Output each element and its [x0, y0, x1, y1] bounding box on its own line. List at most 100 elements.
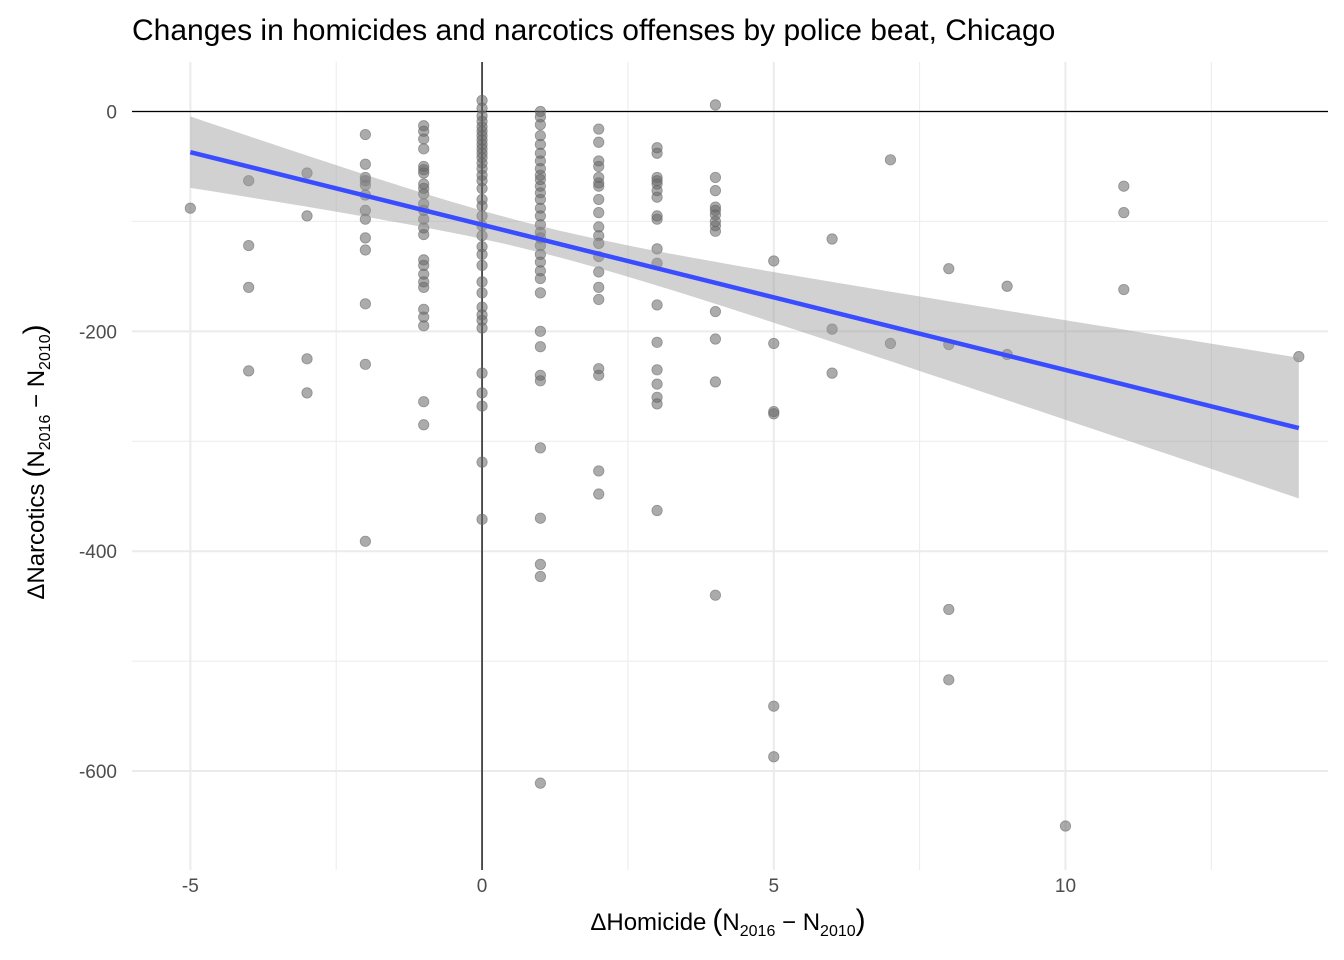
- data-point: [768, 751, 780, 763]
- data-point: [476, 182, 488, 195]
- data-point: [534, 119, 546, 131]
- data-point: [884, 154, 897, 166]
- x-tick-label: -5: [182, 876, 199, 897]
- data-point: [476, 367, 488, 379]
- y-tick-label: -600: [79, 762, 117, 783]
- data-point: [418, 396, 430, 408]
- data-point: [651, 378, 663, 390]
- data-point: [301, 167, 313, 179]
- data-point: [593, 281, 605, 293]
- data-point: [1293, 351, 1305, 363]
- data-point: [1001, 280, 1013, 292]
- x-axis-tick-labels: -5 0 5 10: [182, 876, 1076, 897]
- trend-line-group: [189, 149, 1300, 431]
- data-point: [651, 504, 663, 517]
- x-axis-title: ΔHomicide (N2016 − N2010): [590, 904, 865, 940]
- data-point: [534, 272, 546, 285]
- data-point: [651, 336, 663, 348]
- data-point: [593, 369, 605, 381]
- data-point: [301, 387, 313, 399]
- data-point: [418, 419, 430, 431]
- data-point: [476, 287, 488, 299]
- data-point: [709, 376, 722, 388]
- x-tick-label: 5: [768, 876, 779, 897]
- data-point: [534, 558, 546, 570]
- data-point: [593, 160, 605, 173]
- data-point: [243, 175, 255, 187]
- confidence-band-area: [190, 116, 1299, 499]
- data-point: [1118, 283, 1130, 296]
- data-point: [359, 358, 371, 370]
- data-point: [476, 322, 488, 334]
- data-point: [243, 281, 255, 293]
- data-point: [534, 287, 546, 299]
- data-point: [534, 341, 546, 353]
- data-point: [476, 230, 488, 242]
- data-point: [593, 207, 605, 219]
- data-point: [768, 255, 780, 267]
- data-point: [301, 353, 313, 365]
- data-point: [768, 408, 780, 420]
- data-point: [651, 398, 663, 410]
- data-point: [651, 364, 663, 376]
- data-point: [943, 603, 955, 616]
- data-point: [651, 147, 663, 159]
- data-point: [709, 305, 722, 318]
- data-point: [709, 171, 722, 184]
- data-point: [534, 325, 546, 337]
- chart-title: Changes in homicides and narcotics offen…: [132, 14, 1055, 47]
- data-point: [184, 202, 196, 214]
- data-point: [359, 158, 371, 170]
- data-point: [593, 293, 605, 306]
- data-point: [826, 323, 838, 335]
- data-point: [418, 143, 430, 155]
- data-point: [651, 191, 663, 203]
- data-point: [593, 193, 605, 206]
- data-point: [476, 400, 488, 412]
- data-point: [651, 299, 663, 311]
- data-point: [593, 136, 605, 148]
- data-point: [476, 276, 488, 288]
- data-point: [593, 266, 605, 278]
- data-point: [534, 442, 546, 454]
- data-point: [476, 259, 488, 271]
- data-point: [476, 387, 488, 399]
- data-point: [709, 99, 722, 111]
- data-point: [418, 281, 430, 293]
- data-point: [884, 337, 897, 350]
- data-point: [359, 535, 371, 547]
- data-point: [1118, 180, 1130, 192]
- data-point: [709, 185, 722, 197]
- data-point: [593, 488, 605, 500]
- y-axis-tick-labels: 0 -200 -400 -600: [79, 102, 117, 783]
- confidence-band: [190, 116, 1299, 499]
- y-tick-label: 0: [106, 102, 117, 123]
- data-point: [1118, 207, 1130, 219]
- data-point: [418, 133, 430, 145]
- data-point: [301, 210, 313, 222]
- data-point: [826, 233, 838, 245]
- data-point: [476, 456, 488, 468]
- data-point: [593, 237, 605, 249]
- data-point: [418, 320, 430, 332]
- data-point: [943, 263, 955, 275]
- data-point: [709, 225, 722, 237]
- data-point: [651, 243, 663, 255]
- data-point: [593, 180, 605, 192]
- data-point: [534, 777, 546, 789]
- data-point: [418, 228, 430, 241]
- data-point: [1059, 820, 1072, 832]
- x-tick-label: 0: [477, 876, 488, 897]
- data-point: [534, 512, 546, 524]
- trend-line: [189, 149, 1300, 431]
- data-point: [709, 333, 722, 345]
- data-point: [651, 213, 663, 225]
- grid-minor: [132, 62, 1328, 870]
- y-tick-label: -200: [79, 322, 117, 343]
- data-point: [476, 248, 488, 260]
- data-point: [943, 674, 955, 686]
- data-point: [359, 128, 371, 141]
- data-point: [709, 589, 722, 601]
- data-point: [534, 375, 546, 387]
